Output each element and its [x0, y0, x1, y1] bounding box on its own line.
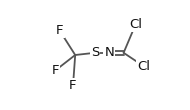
- Text: N: N: [105, 46, 114, 59]
- Text: F: F: [52, 64, 59, 77]
- Text: F: F: [69, 79, 77, 92]
- Text: Cl: Cl: [129, 18, 142, 31]
- Text: Cl: Cl: [137, 60, 150, 72]
- Text: F: F: [56, 24, 63, 37]
- Text: S: S: [91, 46, 99, 59]
